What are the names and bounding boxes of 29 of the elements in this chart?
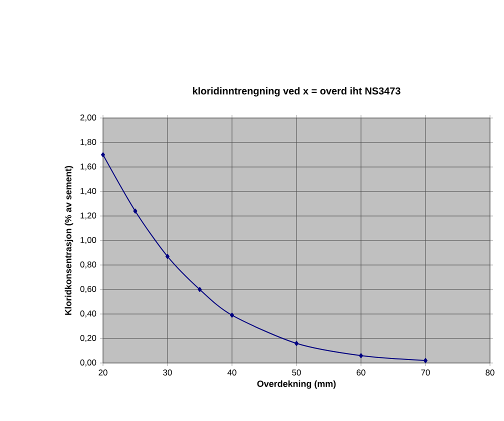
- x-tick-label: 40: [227, 370, 236, 376]
- y-tick-label: 2,00: [80, 114, 96, 122]
- point: [198, 287, 202, 292]
- y-tick-label: 1,00: [80, 237, 96, 244]
- point: [424, 358, 428, 364]
- point: [166, 254, 170, 259]
- y-tick-label: 0,20: [80, 335, 96, 342]
- chart-title: kloridinntrengning ved x = overd iht NS3473: [192, 87, 400, 96]
- y-tick-label: 0,80: [80, 262, 96, 268]
- x-axis-title: Overdekning (mm): [257, 380, 336, 389]
- x-tick-label: 30: [163, 370, 172, 376]
- y-tick-label: 1,20: [80, 212, 96, 220]
- y-axis-title: Kloridkonsentrasjon (% av sement): [64, 166, 74, 315]
- y-tick-label: 0,60: [80, 286, 96, 293]
- x-tick-label: 60: [356, 370, 366, 376]
- point: [133, 208, 138, 214]
- y-tick-label: 0,40: [80, 310, 96, 318]
- y-tick-label: 0,00: [80, 360, 96, 366]
- point: [294, 340, 298, 346]
- y-tick-label: 1,80: [80, 139, 96, 146]
- x-tick-label: 50: [292, 370, 301, 376]
- x-tick-label: 70: [421, 370, 430, 376]
- point: [359, 353, 363, 358]
- y-tick-label: 1,40: [80, 188, 96, 195]
- x-tick-label: 20: [98, 370, 108, 376]
- y-tick-label: 1,60: [80, 164, 96, 170]
- x-tick-label: 80: [486, 370, 494, 376]
- point: [230, 312, 234, 318]
- point: [101, 152, 105, 158]
